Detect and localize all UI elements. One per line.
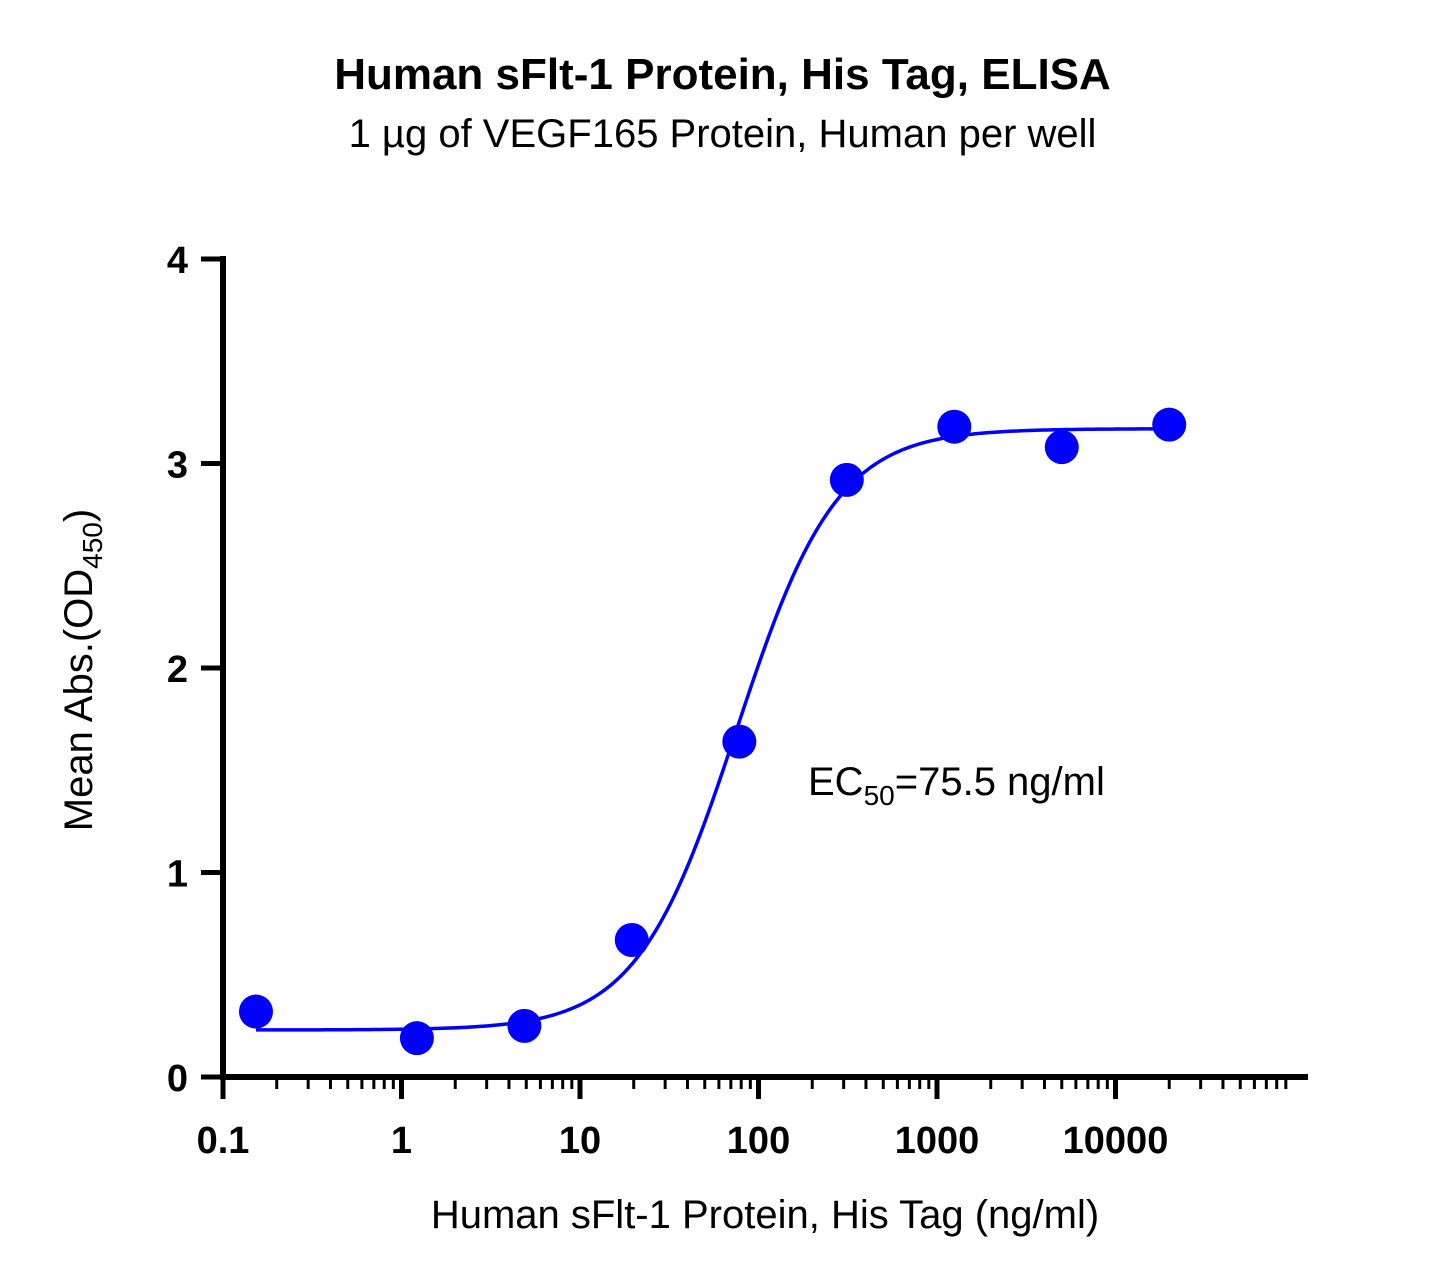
data-point [829,462,864,497]
ec50-suffix: =75.5 ng/ml [895,760,1105,804]
y-tick-label: 0 [167,1058,188,1100]
fit-curve-group [255,427,1170,1032]
y-tick-label: 2 [167,649,188,691]
y-ticks: 0 1 2 3 4 [167,240,223,1100]
y-axis-label-main: Mean Abs.(OD [57,569,101,831]
fit-curve [255,427,1170,1032]
data-point [399,1021,434,1056]
y-tick-label: 4 [167,240,188,282]
ec50-annotation: EC50=75.5 ng/ml [808,760,1105,811]
y-axis-label: Mean Abs.(OD450) [57,509,108,831]
data-point [722,724,757,759]
data-point [1044,430,1079,465]
ec50-sub: 50 [864,780,895,811]
data-points [238,407,1187,1056]
data-point [238,994,273,1029]
data-point [507,1008,542,1043]
x-tick-label: 10000 [1063,1120,1169,1162]
chart-title: Human sFlt-1 Protein, His Tag, ELISA [334,50,1111,99]
x-tick-label: 1000 [895,1120,980,1162]
data-point [1152,407,1187,442]
x-ticks: 0.1 1 10 100 1000 10000 [197,1077,1288,1162]
y-tick-label: 3 [167,445,188,487]
x-tick-label: 10 [559,1120,601,1162]
x-tick-label: 100 [727,1120,790,1162]
data-point [937,409,972,444]
y-axis-label-sub: 450 [77,522,108,569]
y-axis-label-end: ) [57,509,101,522]
data-point [614,922,649,957]
ec50-prefix: EC [808,760,864,804]
x-tick-label: 1 [391,1120,412,1162]
chart-subtitle: 1 µg of VEGF165 Protein, Human per well [348,112,1097,156]
x-tick-label: 0.1 [197,1120,250,1162]
x-axis-label: Human sFlt-1 Protein, His Tag (ng/ml) [431,1193,1099,1237]
axes [220,256,1308,1080]
y-tick-label: 1 [167,854,188,896]
